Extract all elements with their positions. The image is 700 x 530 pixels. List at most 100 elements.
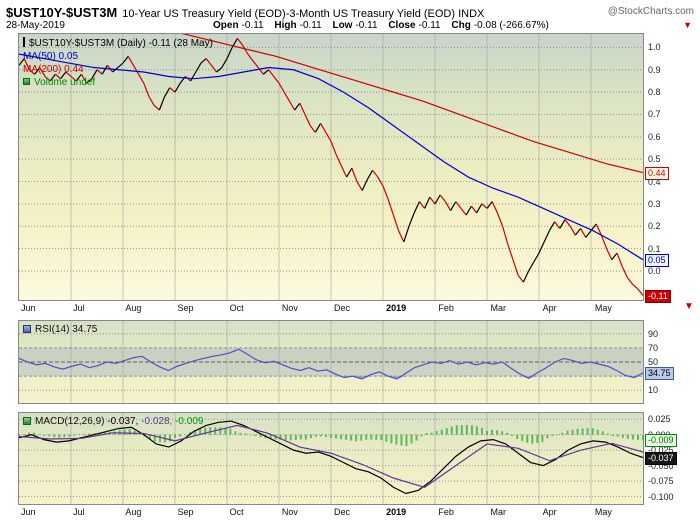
price-line-segment xyxy=(60,71,67,80)
price-line-segment xyxy=(174,82,181,93)
y-axis-label: 0.8 xyxy=(648,87,661,98)
stockcharts-credit: @StockCharts.com xyxy=(607,6,694,17)
x-axis-label: Feb xyxy=(438,303,454,313)
histogram-bar xyxy=(153,434,156,442)
price-line-segment xyxy=(470,205,478,214)
price-line-segment xyxy=(522,270,530,283)
price-line-segment xyxy=(600,234,608,249)
x-axis-main: Jun Jul Aug Sep Oct Nov Dec 2019 Feb Mar Apr May xyxy=(0,303,700,316)
price-line-segment xyxy=(481,203,488,209)
histogram-bar xyxy=(561,432,564,435)
price-line-segment xyxy=(268,69,275,77)
histogram-bar xyxy=(209,427,212,435)
macd-panel: MACD(12,26,9) -0.037, -0.028, -0.009 xyxy=(18,412,644,505)
x-axis-label: May xyxy=(594,303,612,313)
price-line-segment xyxy=(502,226,509,245)
histogram-bar xyxy=(576,428,579,435)
histogram-bar xyxy=(415,434,418,441)
histogram-bar xyxy=(430,432,433,435)
histogram-bar xyxy=(330,434,332,438)
histogram-bar xyxy=(204,427,207,435)
histogram-bar xyxy=(68,434,71,437)
price-line-segment xyxy=(294,102,301,111)
price-line-segment xyxy=(153,105,160,111)
price-line-segment xyxy=(517,275,524,283)
histogram-bar xyxy=(219,427,222,435)
y-axis-label: -0.025 xyxy=(648,445,674,456)
price-line-segment xyxy=(496,212,504,227)
histogram-bar xyxy=(420,434,423,437)
histogram-bar xyxy=(621,434,624,438)
price-line-segment xyxy=(460,207,467,216)
price-line-segment xyxy=(387,199,394,216)
price-line-segment xyxy=(96,69,103,75)
price-line-segment xyxy=(418,201,426,209)
histogram-bar xyxy=(606,433,609,435)
histogram-bar xyxy=(390,434,393,444)
ma200-last-value-badge: 0.44 xyxy=(645,166,669,180)
x-axis-bottom: Jun Jul Aug Sep Oct Nov Dec 2019 Feb Mar Apr May xyxy=(0,507,700,520)
x-axis-label: Nov xyxy=(281,507,298,517)
ma50-legend-row: MA(50) 0.05 xyxy=(23,51,79,62)
y-axis-label: 0.3 xyxy=(648,198,661,209)
price-line-segment xyxy=(55,73,61,80)
price-line-segment xyxy=(158,96,166,111)
histogram-bar xyxy=(470,425,473,435)
histogram-bar xyxy=(234,431,237,435)
price-line-segment xyxy=(127,56,134,66)
histogram-bar xyxy=(304,434,307,440)
y-axis-label: 0.1 xyxy=(648,243,661,254)
macd-signal-value: -0.028, xyxy=(141,416,173,427)
histogram-bar xyxy=(319,434,322,437)
histogram-bar xyxy=(400,434,403,446)
histogram-bar xyxy=(435,431,438,435)
price-line-segment xyxy=(554,221,561,229)
price-chart-canvas xyxy=(19,34,643,300)
ma-50--line xyxy=(19,53,643,261)
histogram-bar xyxy=(385,434,388,442)
price-line-segment xyxy=(80,73,88,84)
x-axis-label: Aug xyxy=(125,303,142,313)
histogram-bar xyxy=(526,434,529,443)
volume-legend-label: Volume undef xyxy=(34,77,96,88)
price-line-segment xyxy=(283,91,290,102)
histogram-bar xyxy=(556,434,559,436)
quote-line: 28-May-2019 Open -0.11 High -0.11 Low -0.11… xyxy=(6,20,694,31)
histogram-bar xyxy=(148,434,151,439)
price-line-segment xyxy=(408,212,415,227)
x-axis-label: Nov xyxy=(281,303,298,313)
histogram-bar xyxy=(128,428,131,435)
histogram-bar xyxy=(38,434,41,435)
price-line-segment xyxy=(574,228,582,236)
price-line-segment xyxy=(263,69,269,75)
histogram-bar xyxy=(626,434,629,439)
histogram-bar xyxy=(340,434,343,440)
price-line-segment xyxy=(335,154,342,167)
histogram-bar xyxy=(309,434,312,439)
histogram-bar xyxy=(486,430,488,435)
price-line-segment xyxy=(325,132,332,142)
price-line-segment xyxy=(70,76,77,82)
macd-hist-last-value-badge: -0.009 xyxy=(645,434,677,448)
histogram-bar xyxy=(19,434,20,436)
price-line-segment xyxy=(366,170,374,180)
histogram-bar xyxy=(244,433,247,435)
histogram-bar xyxy=(360,434,363,441)
price-line-segment xyxy=(19,58,25,66)
histogram-bar xyxy=(199,428,202,435)
rsi-14--line xyxy=(19,348,643,380)
high-label: High xyxy=(274,20,297,31)
price-line-segment xyxy=(273,76,280,84)
price-line-segment xyxy=(476,203,483,214)
price-line-segment xyxy=(143,82,150,97)
x-axis-label: Jun xyxy=(21,507,36,517)
histogram-bar xyxy=(541,434,544,443)
price-line-segment xyxy=(221,58,228,68)
ma50-last-value-badge: 0.05 xyxy=(645,253,669,267)
histogram-bar xyxy=(455,425,458,435)
histogram-bar xyxy=(284,434,287,441)
macd-canvas xyxy=(19,413,643,504)
histogram-bar xyxy=(350,434,353,441)
price-line-segment xyxy=(330,141,337,155)
price-line-segment xyxy=(39,67,46,77)
